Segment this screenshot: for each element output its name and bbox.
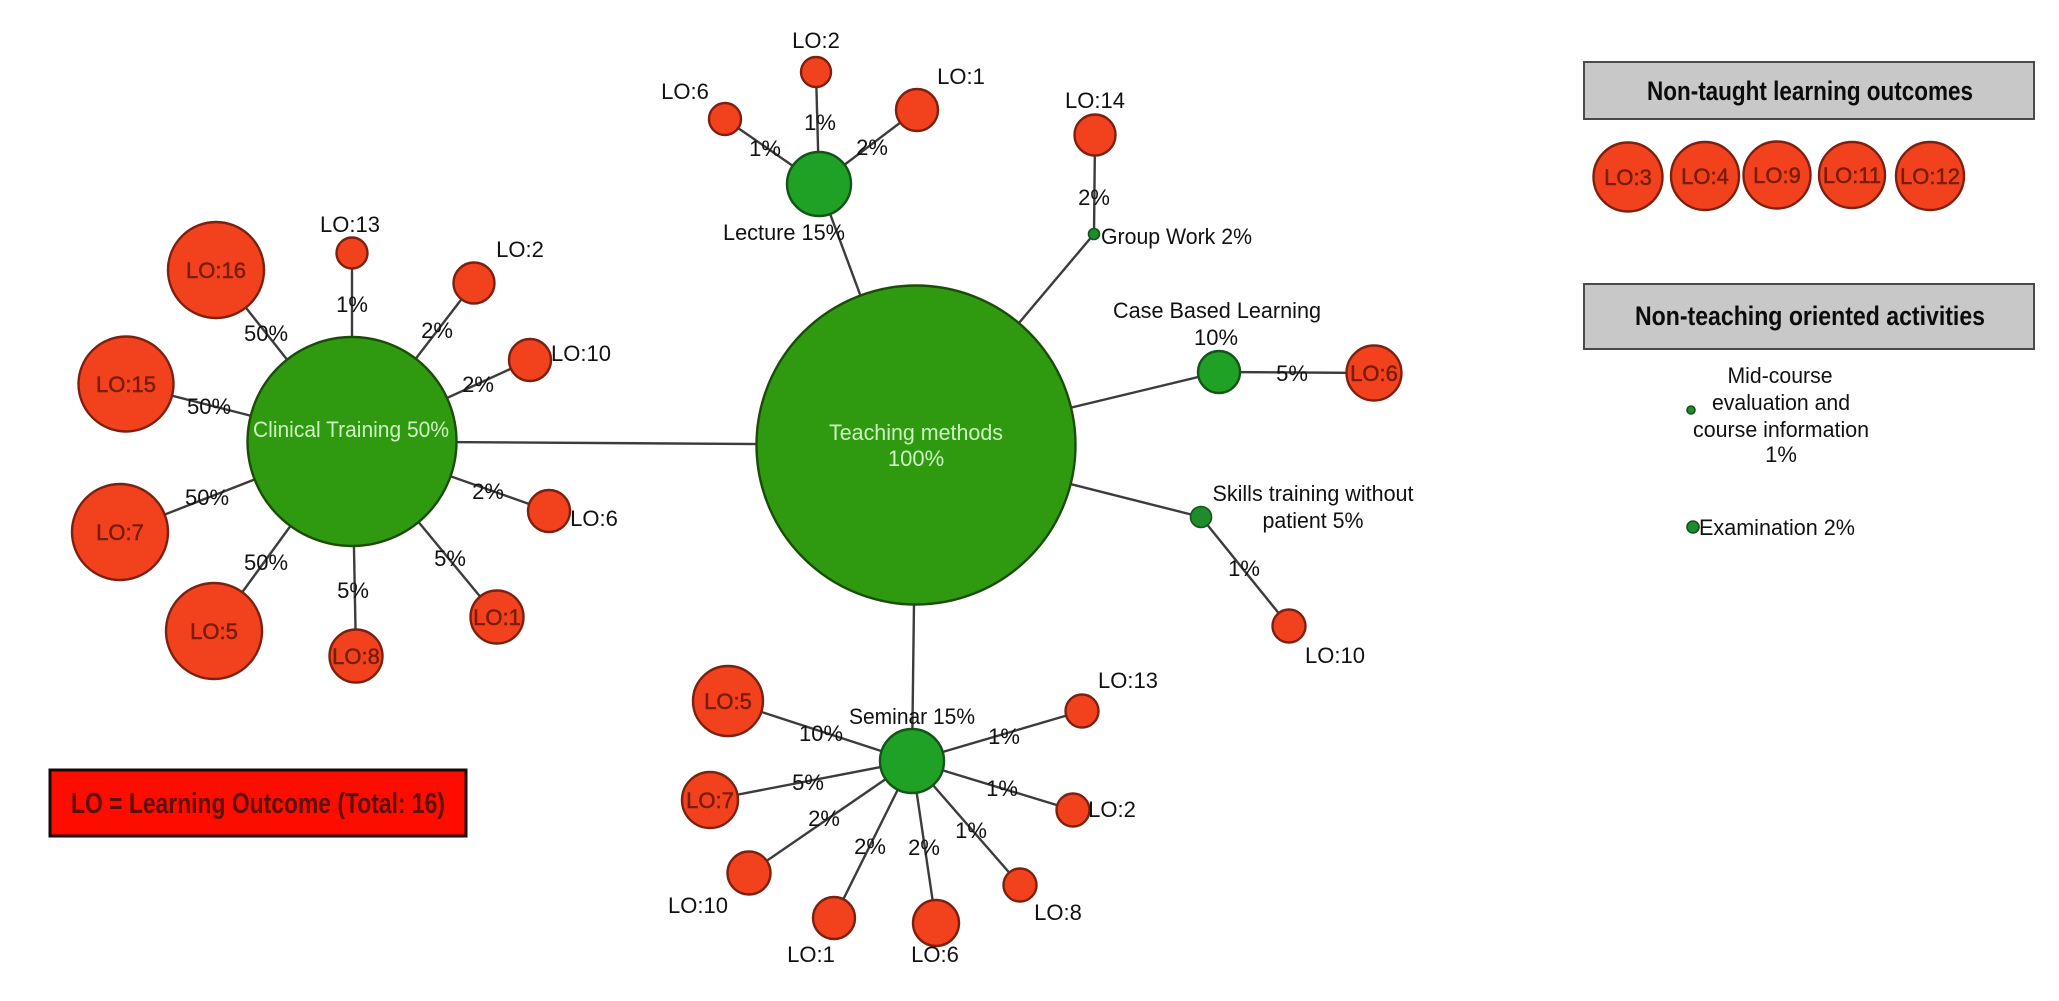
svg-text:Skills training without: Skills training without xyxy=(1213,481,1414,506)
svg-text:2%: 2% xyxy=(856,135,888,160)
svg-text:Non-taught learning outcomes: Non-taught learning outcomes xyxy=(1647,76,1973,106)
svg-text:LO:3: LO:3 xyxy=(1604,165,1652,190)
svg-text:LO:10: LO:10 xyxy=(668,893,728,918)
svg-text:1%: 1% xyxy=(986,776,1018,801)
svg-text:Mid-course: Mid-course xyxy=(1728,363,1833,388)
svg-text:Lecture 15%: Lecture 15% xyxy=(723,220,845,245)
svg-text:2%: 2% xyxy=(808,806,840,831)
svg-text:Examination 2%: Examination 2% xyxy=(1699,515,1855,540)
svg-text:5%: 5% xyxy=(792,770,824,795)
svg-text:LO:8: LO:8 xyxy=(332,644,380,669)
svg-text:LO:10: LO:10 xyxy=(1305,643,1365,668)
svg-text:LO:2: LO:2 xyxy=(496,237,544,262)
svg-text:1%: 1% xyxy=(1228,556,1260,581)
svg-text:10%: 10% xyxy=(799,721,843,746)
svg-text:LO:6: LO:6 xyxy=(911,942,959,967)
svg-text:2%: 2% xyxy=(421,318,453,343)
svg-text:LO:14: LO:14 xyxy=(1065,88,1125,113)
svg-text:2%: 2% xyxy=(908,835,940,860)
svg-text:1%: 1% xyxy=(955,818,987,843)
svg-text:50%: 50% xyxy=(244,321,288,346)
svg-text:LO:7: LO:7 xyxy=(686,788,734,813)
svg-text:LO:7: LO:7 xyxy=(96,520,144,545)
svg-text:2%: 2% xyxy=(472,479,504,504)
svg-text:LO:6: LO:6 xyxy=(570,506,618,531)
svg-text:LO:12: LO:12 xyxy=(1900,164,1960,189)
svg-text:2%: 2% xyxy=(1078,185,1110,210)
svg-text:50%: 50% xyxy=(244,550,288,575)
svg-text:5%: 5% xyxy=(434,546,466,571)
svg-text:LO:13: LO:13 xyxy=(1098,668,1158,693)
svg-text:LO:2: LO:2 xyxy=(1088,797,1136,822)
svg-text:LO:9: LO:9 xyxy=(1753,163,1801,188)
svg-text:LO:13: LO:13 xyxy=(320,212,380,237)
svg-text:LO:2: LO:2 xyxy=(792,28,840,53)
svg-text:course information: course information xyxy=(1693,417,1869,442)
svg-text:evaluation and: evaluation and xyxy=(1712,390,1850,415)
svg-text:LO:1: LO:1 xyxy=(787,942,835,967)
svg-text:5%: 5% xyxy=(337,578,369,603)
svg-text:Case Based Learning: Case Based Learning xyxy=(1113,298,1321,323)
svg-text:LO:15: LO:15 xyxy=(96,372,156,397)
svg-text:50%: 50% xyxy=(187,394,231,419)
svg-text:Group Work 2%: Group Work 2% xyxy=(1101,224,1252,249)
svg-text:5%: 5% xyxy=(1276,361,1308,386)
svg-text:50%: 50% xyxy=(185,485,229,510)
svg-text:LO = Learning Outcome (Total:: LO = Learning Outcome (Total: 16) xyxy=(71,788,445,820)
svg-text:100%: 100% xyxy=(888,446,944,471)
svg-text:Clinical Training 50%: Clinical Training 50% xyxy=(253,417,449,442)
svg-text:LO:6: LO:6 xyxy=(661,79,709,104)
svg-text:LO:11: LO:11 xyxy=(1823,163,1881,188)
svg-text:LO:6: LO:6 xyxy=(1350,361,1398,386)
svg-text:LO:5: LO:5 xyxy=(190,619,238,644)
svg-text:LO:16: LO:16 xyxy=(186,258,246,283)
svg-text:Seminar 15%: Seminar 15% xyxy=(849,704,975,729)
svg-text:1%: 1% xyxy=(988,724,1020,749)
svg-text:LO:4: LO:4 xyxy=(1681,164,1729,189)
svg-text:Non-teaching oriented activiti: Non-teaching oriented activities xyxy=(1635,301,1985,331)
svg-text:2%: 2% xyxy=(854,834,886,859)
svg-text:LO:1: LO:1 xyxy=(937,64,985,89)
svg-text:1%: 1% xyxy=(1765,442,1797,467)
svg-text:10%: 10% xyxy=(1194,325,1238,350)
svg-text:LO:10: LO:10 xyxy=(551,341,611,366)
svg-text:patient 5%: patient 5% xyxy=(1263,508,1364,533)
svg-text:LO:8: LO:8 xyxy=(1034,900,1082,925)
svg-text:LO:5: LO:5 xyxy=(704,689,752,714)
svg-text:LO:1: LO:1 xyxy=(473,605,521,630)
svg-text:1%: 1% xyxy=(336,292,368,317)
svg-text:2%: 2% xyxy=(462,372,494,397)
svg-text:1%: 1% xyxy=(749,136,781,161)
svg-text:Teaching methods: Teaching methods xyxy=(829,420,1003,445)
svg-text:1%: 1% xyxy=(804,110,836,135)
